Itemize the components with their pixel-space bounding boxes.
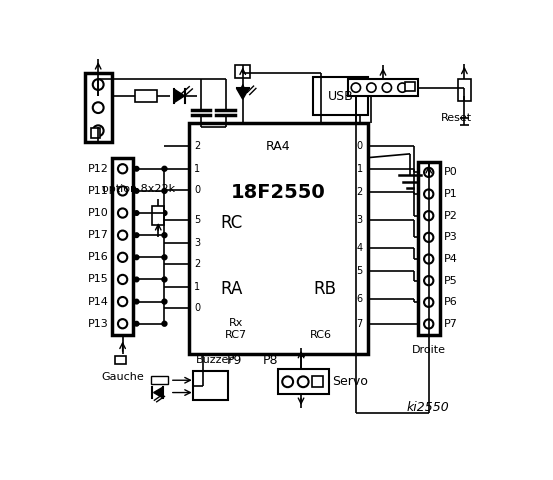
- Text: 18F2550: 18F2550: [231, 183, 326, 202]
- Text: ki2550: ki2550: [406, 401, 449, 414]
- Text: P1: P1: [444, 189, 457, 199]
- Circle shape: [162, 322, 167, 326]
- Text: P16: P16: [88, 252, 108, 262]
- Circle shape: [134, 300, 139, 304]
- Text: 2: 2: [194, 259, 200, 269]
- Bar: [150, 376, 168, 384]
- Text: Reset: Reset: [441, 113, 472, 123]
- Text: 0: 0: [194, 185, 200, 195]
- Text: RA4: RA4: [266, 140, 291, 153]
- Text: RA: RA: [221, 279, 243, 298]
- Bar: [189, 123, 368, 354]
- Text: Rx: Rx: [228, 318, 243, 328]
- Text: 1: 1: [357, 164, 363, 174]
- Circle shape: [162, 300, 167, 304]
- Text: option 8x22k: option 8x22k: [102, 183, 175, 193]
- Circle shape: [162, 189, 167, 193]
- Bar: [85, 73, 112, 142]
- Text: P9: P9: [227, 354, 242, 367]
- Bar: [193, 371, 228, 400]
- Circle shape: [162, 277, 167, 282]
- Text: P2: P2: [444, 211, 457, 221]
- Circle shape: [162, 255, 167, 260]
- Text: P6: P6: [444, 297, 457, 307]
- Circle shape: [134, 211, 139, 216]
- Text: Gauche: Gauche: [101, 372, 144, 382]
- Bar: [458, 79, 471, 101]
- Text: 2: 2: [357, 187, 363, 197]
- Text: 1: 1: [194, 164, 200, 174]
- Circle shape: [162, 233, 167, 238]
- Polygon shape: [154, 387, 163, 398]
- Text: 2: 2: [194, 141, 200, 151]
- Bar: [418, 162, 440, 335]
- Text: P14: P14: [88, 297, 108, 307]
- Text: Servo: Servo: [332, 375, 368, 388]
- Circle shape: [134, 322, 139, 326]
- Text: Droite: Droite: [412, 345, 446, 355]
- Text: P12: P12: [88, 164, 108, 174]
- Text: 7: 7: [357, 319, 363, 329]
- Text: P0: P0: [444, 168, 457, 178]
- Circle shape: [134, 233, 139, 238]
- Text: RC6: RC6: [310, 330, 332, 340]
- Text: P3: P3: [444, 232, 457, 242]
- Polygon shape: [174, 89, 185, 103]
- Text: P11: P11: [88, 186, 108, 196]
- Circle shape: [134, 255, 139, 260]
- Text: Buzzer: Buzzer: [195, 355, 233, 365]
- Bar: [348, 79, 418, 96]
- Text: P17: P17: [88, 230, 108, 240]
- Circle shape: [134, 189, 139, 193]
- Circle shape: [162, 211, 167, 216]
- Text: 4: 4: [357, 243, 363, 253]
- Text: RC: RC: [221, 214, 243, 232]
- Bar: [278, 370, 328, 394]
- Bar: [312, 376, 322, 387]
- Circle shape: [134, 277, 139, 282]
- Text: P5: P5: [444, 276, 457, 286]
- Text: 6: 6: [357, 294, 363, 304]
- Text: P13: P13: [88, 319, 108, 329]
- Text: 5: 5: [357, 266, 363, 276]
- Text: 0: 0: [194, 303, 200, 313]
- Bar: [405, 82, 415, 92]
- Text: USB: USB: [327, 90, 353, 103]
- Text: P7: P7: [444, 319, 457, 329]
- Bar: [112, 158, 133, 335]
- Text: P15: P15: [88, 275, 108, 285]
- Text: P4: P4: [444, 254, 457, 264]
- Text: 5: 5: [194, 215, 200, 225]
- Bar: [152, 206, 164, 226]
- Bar: [135, 90, 156, 102]
- Text: 1: 1: [194, 282, 200, 292]
- Bar: [115, 356, 126, 364]
- Text: P8: P8: [263, 354, 278, 367]
- Bar: [235, 65, 251, 78]
- Circle shape: [134, 167, 139, 171]
- Bar: [313, 77, 368, 115]
- Text: RB: RB: [314, 279, 336, 298]
- Circle shape: [162, 167, 167, 171]
- Text: 3: 3: [357, 215, 363, 225]
- Text: RC7: RC7: [225, 330, 247, 340]
- Polygon shape: [237, 88, 249, 99]
- Text: 0: 0: [357, 141, 363, 151]
- Text: 3: 3: [194, 238, 200, 248]
- Bar: [91, 129, 100, 138]
- Text: P10: P10: [88, 208, 108, 218]
